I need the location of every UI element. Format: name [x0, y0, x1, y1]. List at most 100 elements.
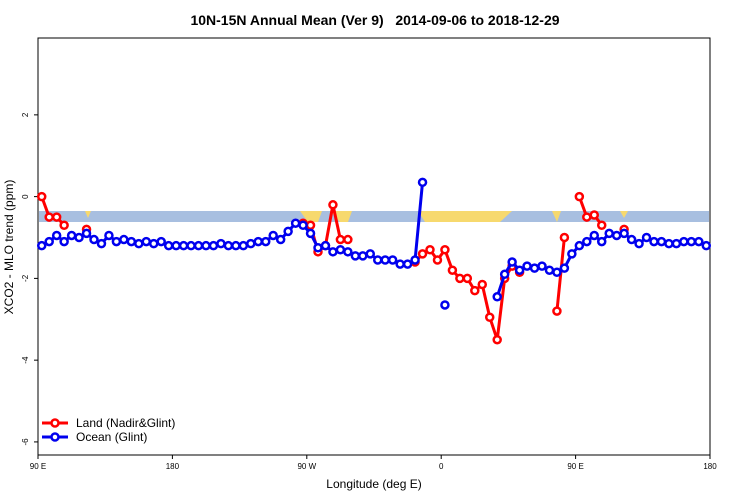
data-point: [186, 240, 196, 251]
data-point: [290, 218, 301, 228]
data-point: [156, 236, 166, 247]
x-axis-label: Longitude (deg E): [326, 477, 421, 491]
data-point: [148, 238, 159, 249]
data-point: [462, 273, 473, 284]
data-point: [81, 228, 92, 239]
data-point: [596, 220, 607, 230]
data-point: [44, 236, 54, 247]
data-point: [514, 265, 525, 275]
data-point: [343, 234, 353, 245]
data-point: [216, 238, 226, 249]
data-point: [313, 242, 323, 253]
series-line: [41, 182, 425, 266]
data-point: [470, 285, 480, 296]
data-point: [574, 240, 585, 251]
data-point: [320, 240, 331, 251]
data-point: [552, 267, 562, 278]
legend-label: Ocean (Glint): [76, 430, 147, 444]
data-point: [201, 240, 211, 251]
data-point: [335, 234, 346, 245]
data-point: [305, 228, 316, 239]
data-point: [619, 228, 629, 239]
data-point: [343, 247, 353, 257]
data-point: [36, 240, 47, 251]
data-point: [387, 255, 398, 265]
data-point: [59, 220, 69, 230]
data-point: [611, 230, 622, 241]
band-patch: [552, 211, 561, 222]
x-tick-label: 90 E: [30, 462, 46, 471]
background-band: [39, 211, 709, 222]
y-tick-label: -6: [21, 438, 30, 446]
data-point: [417, 177, 428, 188]
data-point: [178, 240, 189, 251]
data-point: [372, 255, 383, 265]
data-point: [641, 232, 652, 243]
data-point: [36, 191, 47, 202]
band: [39, 211, 709, 222]
data-point: [447, 265, 458, 275]
data-point: [74, 232, 84, 243]
data-point: [574, 191, 585, 202]
band-patch: [85, 211, 91, 218]
data-point: [238, 240, 249, 251]
data-point: [328, 200, 338, 210]
y-tick-label: -2: [21, 274, 30, 282]
data-point: [208, 240, 219, 251]
y-tick-label: 2: [21, 112, 30, 117]
data-point: [440, 245, 450, 255]
data-point: [134, 238, 144, 249]
data-point: [410, 255, 420, 265]
data-point: [246, 238, 256, 249]
data-point: [395, 259, 405, 269]
data-point: [126, 236, 137, 247]
data-point: [350, 251, 361, 261]
legend-marker: [50, 432, 60, 442]
data-point: [432, 255, 443, 265]
data-point: [223, 240, 234, 251]
data-point: [44, 212, 54, 222]
data-point: [283, 226, 293, 237]
x-tick-label: 180: [703, 462, 717, 471]
data-point: [559, 263, 570, 273]
data-point: [193, 240, 204, 251]
data-point: [253, 236, 264, 247]
data-point: [694, 236, 704, 247]
data-point: [328, 247, 338, 257]
data-point: [499, 269, 510, 280]
data-point: [119, 234, 129, 245]
data-point: [634, 238, 644, 249]
y-tick-label: -4: [21, 356, 30, 364]
y-tick-label: 0: [21, 194, 30, 199]
data-point: [104, 230, 114, 241]
data-point: [417, 249, 428, 259]
data-point: [522, 261, 532, 271]
x-tick-label: 90 E: [567, 462, 583, 471]
data-point: [656, 236, 667, 247]
data-point: [626, 234, 637, 245]
data-point: [260, 236, 271, 247]
data-point: [66, 230, 77, 241]
data-point: [335, 245, 346, 255]
data-point: [402, 259, 413, 269]
data-point: [559, 232, 570, 243]
data-point: [596, 236, 607, 247]
x-tick-label: 0: [439, 462, 444, 471]
data-point: [552, 306, 562, 316]
data-point: [701, 240, 712, 251]
chart-title: 10N-15N Annual Mean (Ver 9) 2014-09-06 t…: [190, 12, 559, 28]
data-point: [96, 238, 107, 249]
data-point: [163, 240, 174, 251]
data-point: [305, 220, 316, 230]
data-point: [649, 236, 659, 247]
legend-label: Land (Nadir&Glint): [76, 416, 175, 430]
data-point: [111, 236, 122, 247]
data-point: [51, 230, 62, 241]
x-tick-label: 180: [166, 462, 180, 471]
y-axis-label: XCO2 - MLO trend (ppm): [2, 180, 16, 315]
data-point: [529, 263, 540, 273]
data-point: [141, 236, 152, 247]
data-point: [380, 255, 390, 265]
data-point: [455, 273, 465, 284]
